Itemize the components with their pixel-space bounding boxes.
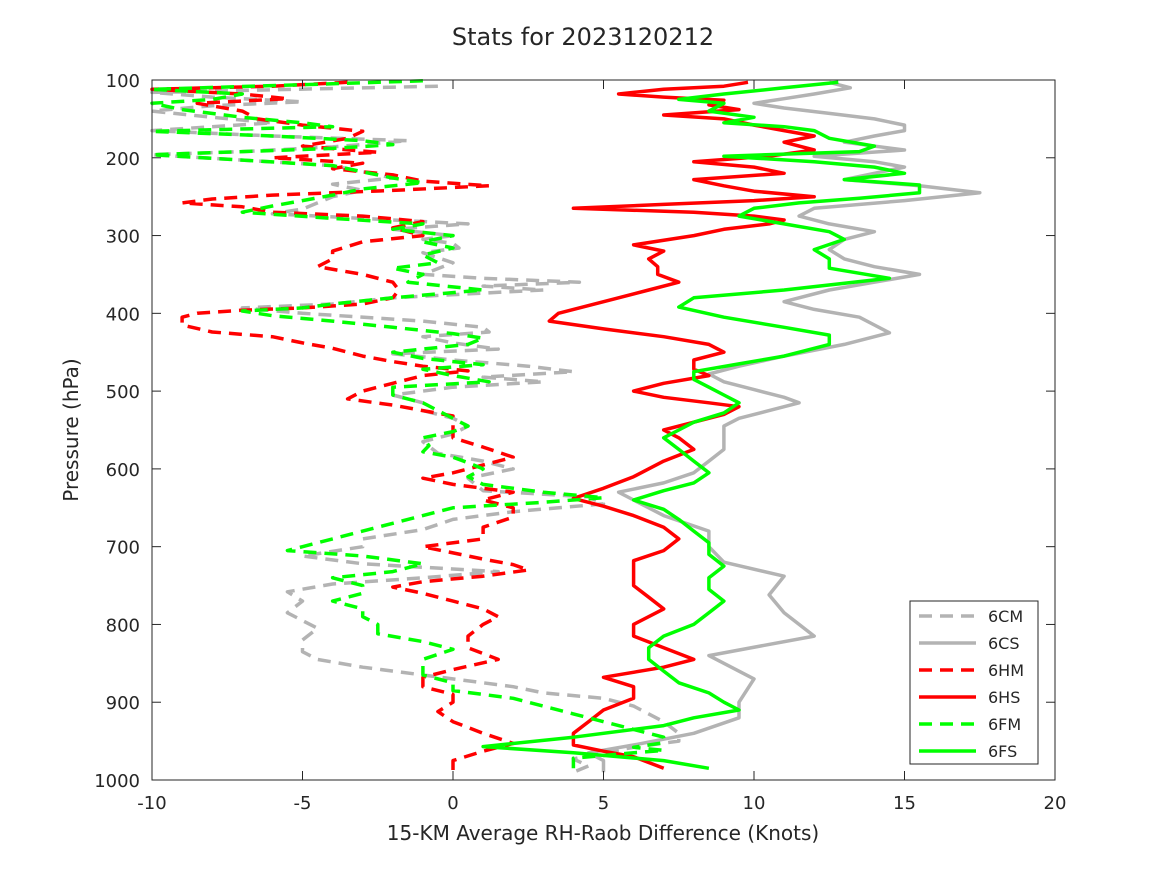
x-tick-label: -10 [137, 793, 166, 814]
y-tick-label: 700 [106, 538, 140, 559]
y-tick-label: 100 [106, 71, 140, 92]
x-axis: -10 -5 0 5 10 15 20 [137, 80, 1066, 814]
chart-title: Stats for 2023120212 [452, 23, 714, 51]
y-tick-label: 500 [106, 382, 140, 403]
legend-label-6hs: 6HS [988, 688, 1020, 707]
legend: 6CM 6CS 6HM 6HS 6FM 6FS [909, 600, 1039, 765]
x-tick-label: -5 [294, 793, 312, 814]
x-axis-label: 15-KM Average RH-Raob Difference (Knots) [387, 821, 819, 845]
legend-label-6fm: 6FM [988, 715, 1021, 734]
plot-lines [150, 79, 982, 774]
legend-box [909, 600, 1039, 765]
y-tick-label: 600 [106, 460, 140, 481]
x-tick-label: 15 [893, 793, 916, 814]
y-tick-label: 300 [106, 227, 140, 248]
series-line-6cs [586, 80, 982, 773]
y-tick-label: 1000 [94, 771, 140, 792]
legend-label-6cs: 6CS [988, 634, 1020, 653]
legend-label-6hm: 6HM [988, 661, 1024, 680]
series-line-6fs [481, 80, 922, 771]
series-line-6cm [150, 84, 681, 774]
y-tick-label: 200 [106, 149, 140, 170]
series-line-6hm [150, 80, 531, 773]
y-tick-label: 900 [106, 693, 140, 714]
series-line-6fm [150, 79, 666, 769]
x-tick-label: 5 [598, 793, 609, 814]
y-axis-label: Pressure (hPa) [59, 358, 83, 501]
x-tick-label: 10 [743, 793, 766, 814]
x-tick-label: 0 [447, 793, 458, 814]
legend-label-6cm: 6CM [988, 607, 1023, 626]
y-axis: 100 200 300 400 500 600 700 800 900 1000 [94, 71, 1055, 792]
legend-label-6fs: 6FS [988, 742, 1017, 761]
y-tick-label: 800 [106, 615, 140, 636]
y-tick-label: 400 [106, 304, 140, 325]
x-tick-label: 20 [1044, 793, 1067, 814]
